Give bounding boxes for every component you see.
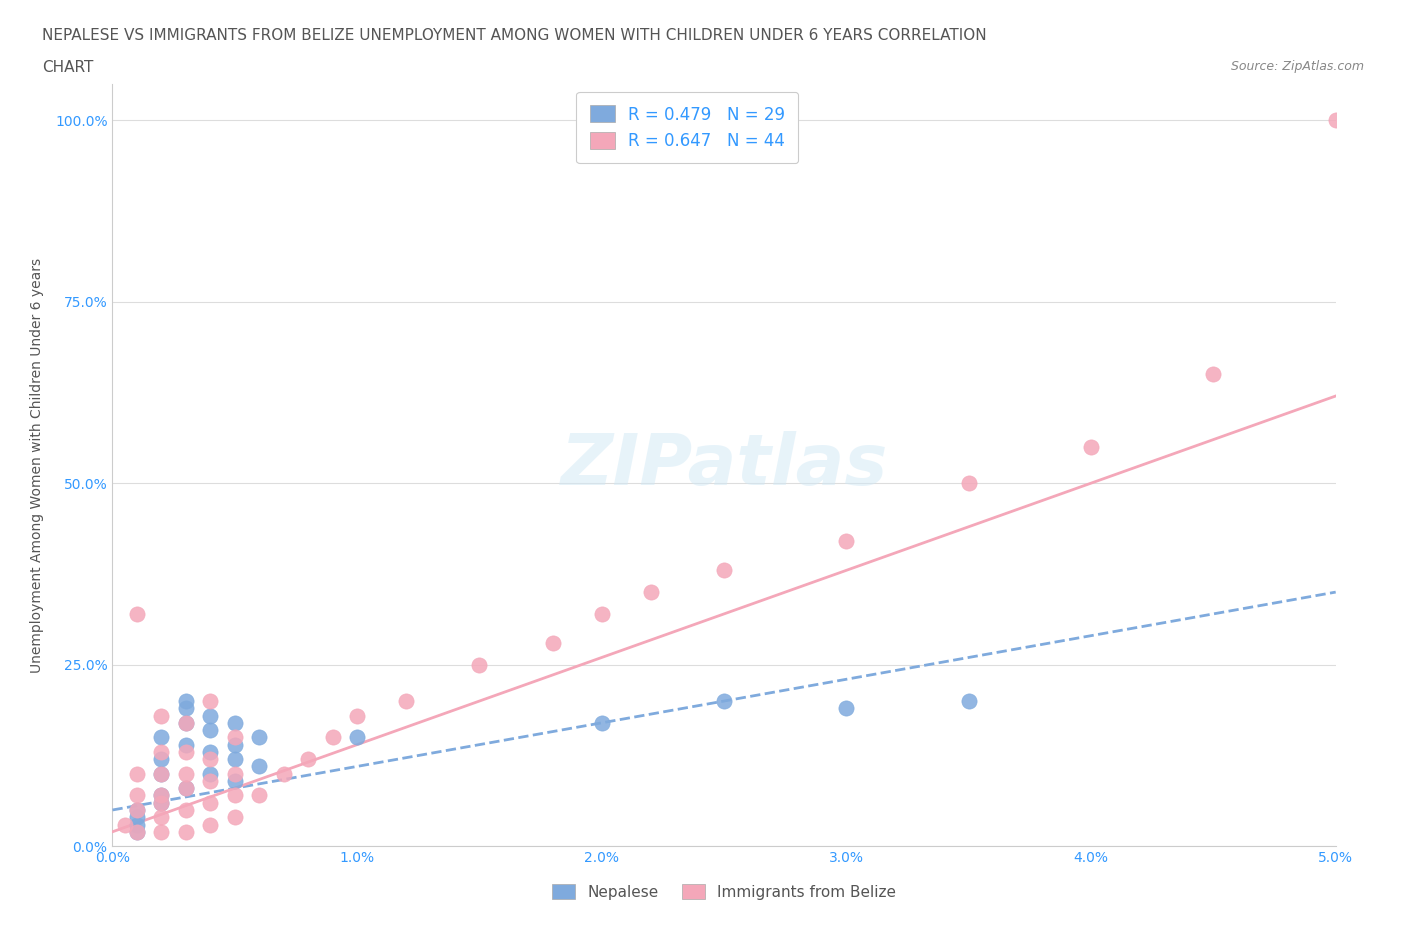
Point [224, 766, 246, 781]
Point [322, 730, 344, 745]
Point [174, 824, 197, 839]
Point [150, 795, 173, 810]
Text: CHART: CHART [42, 60, 94, 75]
Point [1202, 366, 1225, 381]
Point [224, 737, 246, 752]
Point [224, 730, 246, 745]
Text: Source: ZipAtlas.com: Source: ZipAtlas.com [1230, 60, 1364, 73]
Point [247, 788, 270, 803]
Point [468, 658, 491, 672]
Point [125, 817, 148, 832]
Point [125, 606, 148, 621]
Point [200, 694, 222, 709]
Point [125, 766, 148, 781]
Point [346, 708, 368, 723]
Point [224, 810, 246, 825]
Point [150, 751, 173, 766]
Point [200, 708, 222, 723]
Point [174, 781, 197, 796]
Point [957, 694, 980, 709]
Point [200, 723, 222, 737]
Point [591, 715, 613, 730]
Point [150, 766, 173, 781]
Legend: Nepalese, Immigrants from Belize: Nepalese, Immigrants from Belize [544, 876, 904, 908]
Point [174, 744, 197, 759]
Point [150, 788, 173, 803]
Point [125, 824, 148, 839]
Point [200, 795, 222, 810]
Point [713, 563, 735, 578]
Text: NEPALESE VS IMMIGRANTS FROM BELIZE UNEMPLOYMENT AMONG WOMEN WITH CHILDREN UNDER : NEPALESE VS IMMIGRANTS FROM BELIZE UNEMP… [42, 28, 987, 43]
Point [713, 694, 735, 709]
Point [174, 803, 197, 817]
Point [125, 803, 148, 817]
Text: ZIPatlas: ZIPatlas [561, 431, 887, 499]
Point [150, 708, 173, 723]
Point [174, 715, 197, 730]
Point [125, 788, 148, 803]
Point [174, 781, 197, 796]
Point [957, 476, 980, 491]
Point [174, 737, 197, 752]
Point [125, 824, 148, 839]
Point [174, 694, 197, 709]
Point [150, 766, 173, 781]
Point [591, 606, 613, 621]
Point [125, 803, 148, 817]
Point [835, 534, 858, 549]
Point [200, 817, 222, 832]
Point [224, 751, 246, 766]
Point [247, 759, 270, 774]
Point [150, 810, 173, 825]
Point [541, 635, 564, 650]
Point [1080, 439, 1102, 454]
Point [200, 744, 222, 759]
Point [1324, 113, 1347, 127]
Point [395, 694, 418, 709]
Point [150, 788, 173, 803]
Point [200, 766, 222, 781]
Point [114, 817, 136, 832]
Point [125, 810, 148, 825]
Point [200, 774, 222, 789]
Point [150, 744, 173, 759]
Y-axis label: Unemployment Among Women with Children Under 6 years: Unemployment Among Women with Children U… [30, 258, 44, 672]
Point [150, 824, 173, 839]
Point [346, 730, 368, 745]
Point [297, 751, 319, 766]
Point [640, 585, 662, 600]
Point [150, 795, 173, 810]
Point [224, 715, 246, 730]
Point [174, 715, 197, 730]
Point [174, 766, 197, 781]
Point [224, 788, 246, 803]
Point [835, 701, 858, 716]
Point [200, 751, 222, 766]
Point [224, 774, 246, 789]
Point [174, 701, 197, 716]
Point [273, 766, 295, 781]
Point [150, 730, 173, 745]
Point [247, 730, 270, 745]
